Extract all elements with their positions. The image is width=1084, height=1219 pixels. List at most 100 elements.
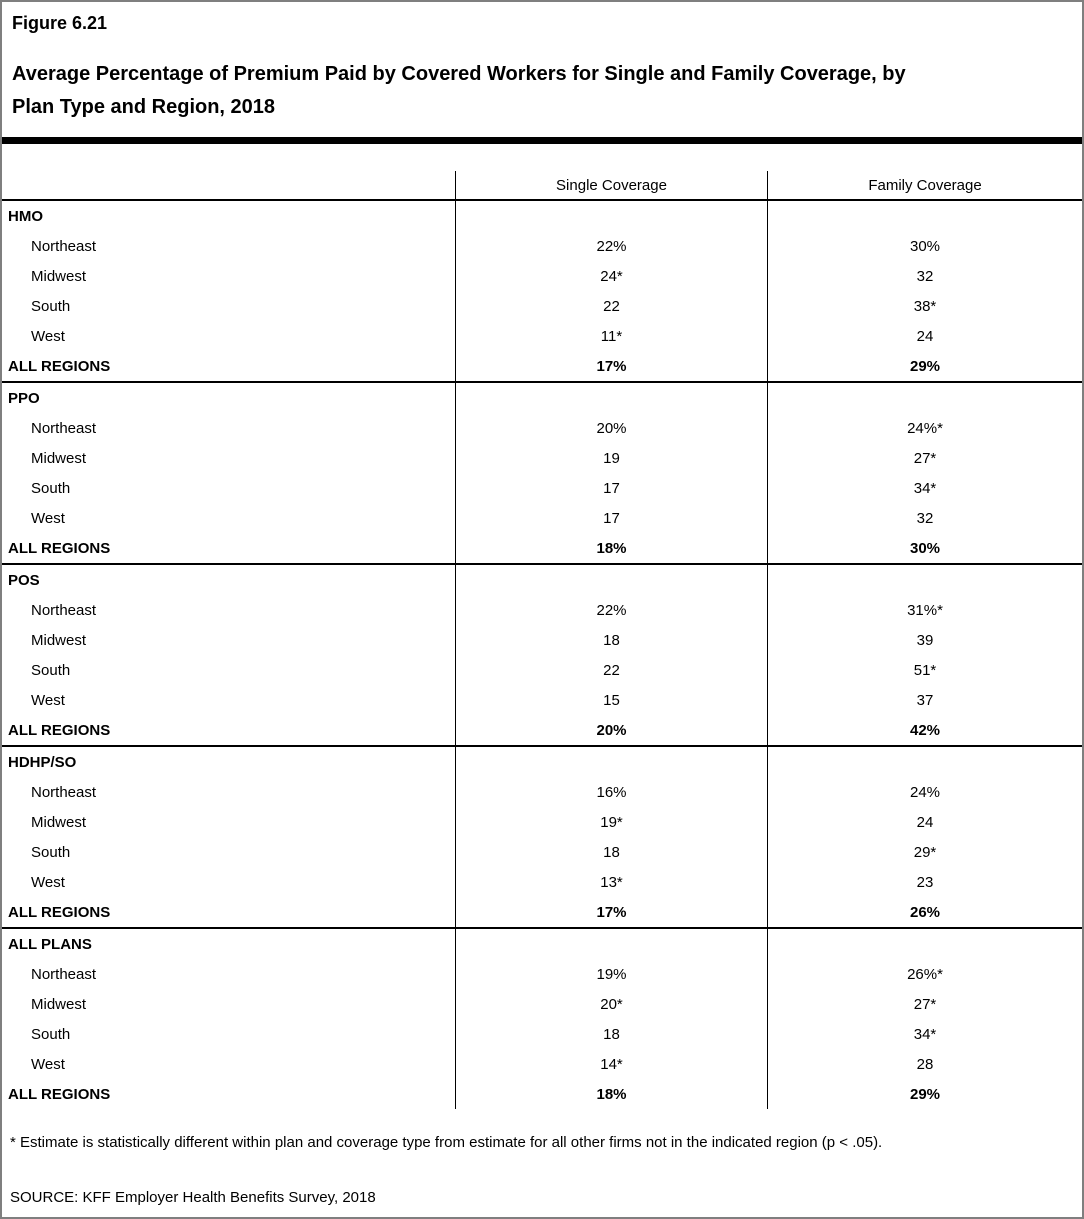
- family-value-cell: 24: [916, 813, 934, 831]
- single-value-cell: [455, 565, 768, 595]
- table-row: South 18 29*: [2, 837, 1082, 867]
- row-label-column-header: [2, 171, 455, 199]
- single-value-cell: [455, 201, 768, 231]
- figure-label: Figure 6.21: [12, 13, 108, 33]
- all-regions-label: ALL REGIONS: [8, 539, 111, 557]
- family-value-cell: 30%: [909, 539, 941, 557]
- single-value-cell: 22: [455, 655, 768, 685]
- table-row: Midwest 20* 27*: [2, 989, 1082, 1019]
- plan-label: HMO: [8, 207, 43, 225]
- plan-label: ALL PLANS: [8, 935, 92, 953]
- single-value-cell: 18%: [455, 1079, 768, 1109]
- single-value-cell: 14*: [455, 1049, 768, 1079]
- plan-section-pos: POS Northeast 22% 31%* Midwest 18 39 Sou…: [2, 565, 1082, 747]
- family-value-cell: 29%: [909, 357, 941, 375]
- title-divider-rule: [2, 137, 1082, 144]
- plan-header-row: HDHP/SO: [2, 747, 1082, 777]
- all-regions-label: ALL REGIONS: [8, 721, 111, 739]
- region-label: West: [31, 327, 65, 345]
- table-row: Northeast 19% 26%*: [2, 959, 1082, 989]
- footnote: * Estimate is statistically different wi…: [10, 1134, 883, 1151]
- region-label: Northeast: [31, 419, 97, 437]
- single-value-cell: [455, 383, 768, 413]
- single-value-cell: 22%: [455, 595, 768, 625]
- single-value-cell: 13*: [455, 867, 768, 897]
- single-value-cell: 11*: [455, 321, 768, 351]
- all-regions-label: ALL REGIONS: [8, 357, 111, 375]
- region-label: West: [31, 691, 65, 709]
- table-row: West 11* 24: [2, 321, 1082, 351]
- plan-header-row: PPO: [2, 383, 1082, 413]
- single-value-cell: 18: [455, 625, 768, 655]
- plan-header-row: HMO: [2, 201, 1082, 231]
- region-label: South: [31, 297, 71, 315]
- all-regions-row: ALL REGIONS 18% 30%: [2, 533, 1082, 563]
- source-line: SOURCE: KFF Employer Health Benefits Sur…: [10, 1189, 376, 1206]
- table-row: West 15 37: [2, 685, 1082, 715]
- single-value-cell: 18: [455, 837, 768, 867]
- data-table: Single Coverage Family Coverage HMO Nort…: [2, 171, 1082, 1109]
- family-value-cell: 24%: [909, 783, 941, 801]
- single-value-cell: 15: [455, 685, 768, 715]
- table-row: South 22 51*: [2, 655, 1082, 685]
- family-value-cell: 51*: [913, 661, 937, 679]
- family-value-cell: 29%: [909, 1085, 941, 1103]
- single-value-cell: 24*: [455, 261, 768, 291]
- single-value-cell: 22%: [455, 231, 768, 261]
- family-value-cell: 26%: [909, 903, 941, 921]
- single-value-cell: 16%: [455, 777, 768, 807]
- single-value-cell: 17: [455, 473, 768, 503]
- family-value-cell: 30%: [909, 237, 941, 255]
- region-label: West: [31, 1055, 65, 1073]
- table-row: South 22 38*: [2, 291, 1082, 321]
- single-value-cell: 17%: [455, 897, 768, 927]
- family-value-cell: 34*: [913, 479, 937, 497]
- plan-section-hmo: HMO Northeast 22% 30% Midwest 24* 32 Sou…: [2, 201, 1082, 383]
- single-value-cell: 17: [455, 503, 768, 533]
- region-label: Midwest: [31, 267, 87, 285]
- single-value-cell: 18%: [455, 533, 768, 563]
- family-value-cell: 29*: [913, 843, 937, 861]
- table-row: West 13* 23: [2, 867, 1082, 897]
- table-row: Northeast 22% 31%*: [2, 595, 1082, 625]
- table-row: Midwest 24* 32: [2, 261, 1082, 291]
- single-value-cell: 20%: [455, 715, 768, 745]
- table-row: Midwest 19 27*: [2, 443, 1082, 473]
- family-value-cell: 34*: [913, 1025, 937, 1043]
- plan-header-row: ALL PLANS: [2, 929, 1082, 959]
- region-label: South: [31, 661, 71, 679]
- single-value-cell: [455, 747, 768, 777]
- plan-label: HDHP/SO: [8, 753, 77, 771]
- region-label: Northeast: [31, 237, 97, 255]
- family-value-cell: 31%*: [907, 601, 943, 619]
- table-row: Northeast 22% 30%: [2, 231, 1082, 261]
- all-regions-row: ALL REGIONS 20% 42%: [2, 715, 1082, 745]
- table-row: Northeast 20% 24%*: [2, 413, 1082, 443]
- family-value-cell: 32: [916, 267, 934, 285]
- region-label: Midwest: [31, 995, 87, 1013]
- table-row: Northeast 16% 24%: [2, 777, 1082, 807]
- single-value-cell: 19*: [455, 807, 768, 837]
- single-value-cell: 22: [455, 291, 768, 321]
- family-value-cell: 23: [916, 873, 934, 891]
- family-value-cell: 42%: [909, 721, 941, 739]
- header-block: Figure 6.21 Average Percentage of Premiu…: [2, 2, 1082, 124]
- table-row: South 18 34*: [2, 1019, 1082, 1049]
- family-value-cell: 39: [916, 631, 934, 649]
- all-regions-label: ALL REGIONS: [8, 1085, 111, 1103]
- region-label: Northeast: [31, 965, 97, 983]
- all-regions-row: ALL REGIONS 18% 29%: [2, 1079, 1082, 1109]
- plan-label: PPO: [8, 389, 40, 407]
- family-value-cell: [768, 565, 1082, 595]
- family-value-cell: 28: [916, 1055, 934, 1073]
- plan-section-all-plans: ALL PLANS Northeast 19% 26%* Midwest 20*…: [2, 929, 1082, 1109]
- family-value-cell: 32: [916, 509, 934, 527]
- region-label: Midwest: [31, 813, 87, 831]
- region-label: West: [31, 873, 65, 891]
- family-value-cell: 24%*: [907, 419, 943, 437]
- region-label: Northeast: [31, 601, 97, 619]
- family-value-cell: 37: [916, 691, 934, 709]
- table-row: South 17 34*: [2, 473, 1082, 503]
- family-value-cell: [768, 383, 1082, 413]
- region-label: West: [31, 509, 65, 527]
